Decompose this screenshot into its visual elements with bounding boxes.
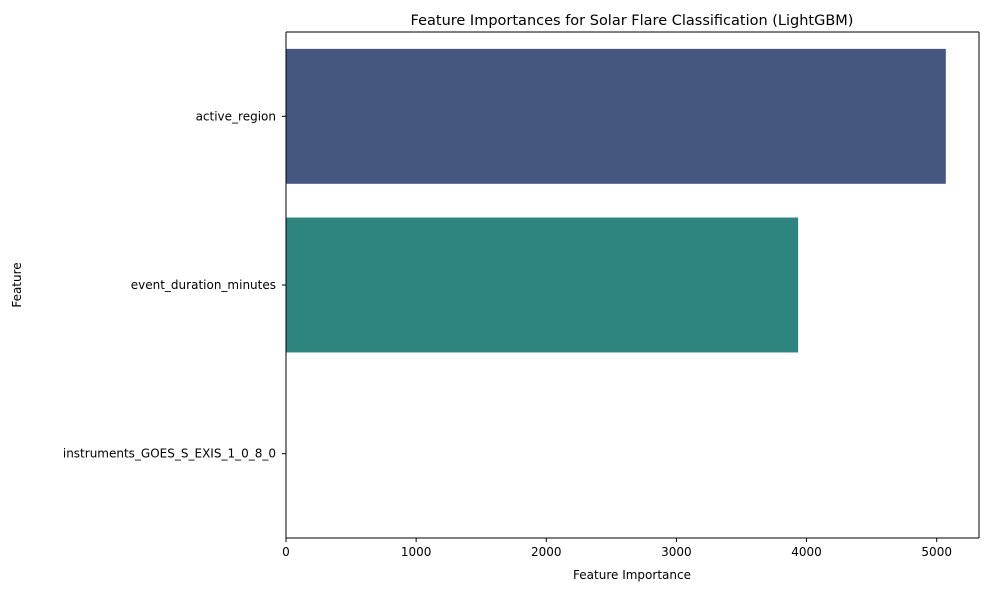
- chart-title: Feature Importances for Solar Flare Clas…: [411, 13, 854, 29]
- x-tick-label: 2000: [531, 545, 562, 559]
- y-axis-ticks: active_region event_duration_minutesinstr…: [63, 109, 286, 461]
- x-tick-label: 4000: [791, 545, 822, 559]
- y-tick-label: active_region: [196, 109, 276, 123]
- y-tick-label: event_duration_minutes: [131, 278, 276, 292]
- x-axis-label: Feature Importance: [573, 568, 691, 582]
- bar-event_duration_minutes: [286, 217, 799, 353]
- bars-group: [286, 48, 946, 353]
- x-tick-label: 1000: [401, 545, 432, 559]
- x-tick-label: 5000: [921, 545, 952, 559]
- x-tick-label: 3000: [661, 545, 692, 559]
- x-tick-label: 0: [282, 545, 290, 559]
- y-axis-label: Feature: [10, 262, 24, 307]
- y-tick-label: instruments_GOES_S_EXIS_1_0_8_0: [63, 447, 276, 461]
- x-axis-ticks: 0 1000 2000 3000 4000 5000: [282, 538, 952, 559]
- bar-active_region: [286, 48, 946, 184]
